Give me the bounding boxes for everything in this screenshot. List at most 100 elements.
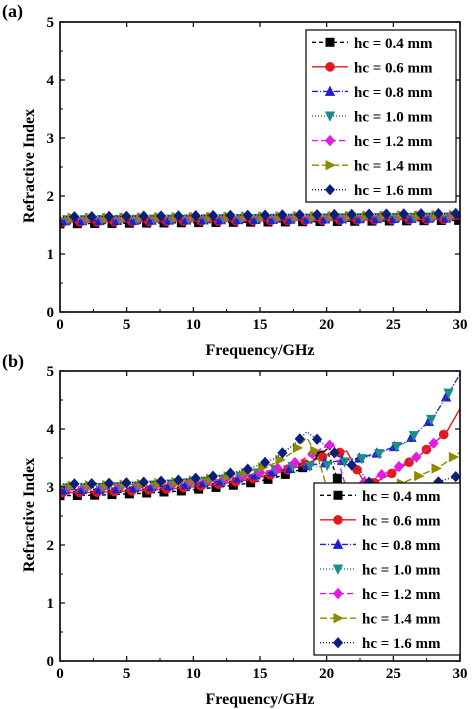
data-point-a-7-20 xyxy=(398,208,409,220)
data-point-a-7-6 xyxy=(155,210,167,222)
data-point-b-7-13 xyxy=(277,447,288,459)
chart-panel-a: (a) Refractive Index Frequency/GHz 0 5 10 1… xyxy=(2,1,468,359)
x-tick-label-b-4: 20 xyxy=(319,666,334,682)
y-tick-label-b-0: 0 xyxy=(47,654,55,670)
y-tick-label-b-5: 5 xyxy=(47,364,55,380)
data-point-b-4-15 xyxy=(304,461,316,472)
x-tick-label-a-5: 25 xyxy=(386,317,401,333)
data-point-a-7-7 xyxy=(173,210,184,222)
data-point-b-7-8 xyxy=(190,472,201,484)
data-point-b-6-13 xyxy=(275,454,286,466)
y-tick-label-b-4: 4 xyxy=(47,422,55,438)
data-point-b-1-17 xyxy=(332,473,342,483)
y-tick-label-a-0: 0 xyxy=(47,305,55,321)
y-axis-label-b: Refractive Index xyxy=(21,458,38,572)
data-point-b-7-12 xyxy=(259,456,271,469)
legend-label-a-7: hc = 1.6 mm xyxy=(354,183,433,199)
data-point-b-7-17 xyxy=(346,459,357,471)
data-point-a-7-18 xyxy=(363,208,375,220)
legend-swatch-marker-b-1 xyxy=(333,490,343,500)
panel-label-a: (a) xyxy=(2,1,23,22)
data-point-a-7-3 xyxy=(103,210,115,223)
x-tick-label-a-1: 5 xyxy=(123,317,131,333)
data-point-b-4-23 xyxy=(443,388,454,400)
data-point-a-7-22 xyxy=(433,207,444,220)
legend-b: hc = 0.4 mm hc = 0.6 mm hc = 0.8 mm hc = 1.… xyxy=(313,482,461,656)
data-point-b-7-3 xyxy=(103,477,115,489)
x-tick-label-b-1: 5 xyxy=(123,666,131,682)
legend-label-a-2: hc = 0.6 mm xyxy=(354,60,433,76)
x-tick-label-b-3: 15 xyxy=(253,666,268,682)
x-tick-label-a-6: 30 xyxy=(453,317,468,333)
legend-swatch-marker-a-4 xyxy=(324,111,336,122)
legend-label-a-4: hc = 1.0 mm xyxy=(354,110,433,126)
x-tick-label-b-2: 10 xyxy=(186,666,201,682)
y-tick-label-a-4: 4 xyxy=(47,73,55,89)
data-point-b-6-22 xyxy=(431,463,442,474)
legend-label-a-6: hc = 1.4 mm xyxy=(354,159,433,175)
data-point-b-6-21 xyxy=(414,470,425,482)
legend-label-b-6: hc = 1.4 mm xyxy=(362,612,441,628)
data-point-b-7-1 xyxy=(69,478,80,490)
data-point-b-7-23 xyxy=(450,470,460,483)
legend-swatch-marker-b-3 xyxy=(332,538,344,549)
x-tick-label-b-5: 25 xyxy=(386,666,401,682)
legend-swatch-marker-b-6 xyxy=(333,612,344,624)
legend-label-b-7: hc = 1.6 mm xyxy=(362,636,441,652)
legend-label-b-1: hc = 0.4 mm xyxy=(362,489,441,505)
data-point-b-7-11 xyxy=(242,463,253,475)
legend-label-b-2: hc = 0.6 mm xyxy=(362,513,441,529)
x-tick-label-a-2: 10 xyxy=(186,317,201,333)
legend-swatch-marker-a-3 xyxy=(324,85,336,96)
legend-swatch-marker-a-1 xyxy=(325,37,335,47)
data-point-a-7-10 xyxy=(225,209,236,222)
data-point-a-7-4 xyxy=(121,210,132,222)
data-point-b-7-5 xyxy=(138,476,149,488)
legend-label-b-3: hc = 0.8 mm xyxy=(362,538,441,554)
data-point-b-7-14 xyxy=(294,433,305,445)
legend-label-a-5: hc = 1.2 mm xyxy=(354,134,433,150)
data-point-b-5-21 xyxy=(411,451,422,463)
data-point-a-7-1 xyxy=(69,211,80,223)
x-tick-label-b-0: 0 xyxy=(56,666,64,682)
x-tick-label-b-6: 30 xyxy=(453,666,468,682)
data-point-b-7-4 xyxy=(121,477,132,489)
legend-swatch-marker-b-5 xyxy=(332,587,344,600)
data-point-a-7-16 xyxy=(329,208,340,221)
y-tick-label-b-1: 1 xyxy=(47,596,55,612)
data-point-b-5-22 xyxy=(428,437,439,449)
x-axis-label-b: Frequency/GHz xyxy=(205,691,314,708)
data-point-b-4-20 xyxy=(391,442,402,453)
y-tick-label-b-3: 3 xyxy=(47,480,55,496)
data-point-b-7-6 xyxy=(155,475,167,487)
data-point-b-7-15 xyxy=(311,433,323,445)
data-point-a-7-12 xyxy=(259,209,271,221)
legend-swatch-marker-a-6 xyxy=(325,159,336,171)
plot-area-a: 0 5 10 15 20 25 30 0 1 2 3 4 5 xyxy=(47,15,468,333)
data-point-a-7-15 xyxy=(311,208,323,221)
chart-panel-b: (b) Refractive Index Frequency/GHz 0 5 10 1… xyxy=(2,351,468,708)
data-point-a-7-11 xyxy=(242,209,253,221)
data-point-a-7-13 xyxy=(277,209,288,221)
legend-a: hc = 0.4 mm hc = 0.6 mm hc = 0.8 mm hc = 1.… xyxy=(305,29,457,203)
legend-label-a-3: hc = 0.8 mm xyxy=(354,85,433,101)
x-tick-label-a-0: 0 xyxy=(56,317,64,333)
legend-label-b-4: hc = 1.0 mm xyxy=(362,563,441,579)
data-point-a-7-19 xyxy=(381,208,392,220)
legend-swatch-marker-b-4 xyxy=(332,564,344,575)
data-point-a-7-5 xyxy=(138,210,149,222)
data-point-b-7-7 xyxy=(173,474,184,486)
panel-label-b: (b) xyxy=(2,351,24,372)
legend-swatch-marker-a-7 xyxy=(324,184,336,196)
legend-swatch-marker-b-7 xyxy=(332,637,344,649)
data-point-b-6-23 xyxy=(448,451,460,463)
legend-swatch-marker-a-5 xyxy=(324,134,336,147)
legend-label-a-1: hc = 0.4 mm xyxy=(354,36,433,52)
legend-label-b-5: hc = 1.2 mm xyxy=(362,587,441,603)
data-point-b-5-14 xyxy=(289,456,301,469)
y-axis-label-a: Refractive Index xyxy=(21,109,38,223)
y-tick-label-a-5: 5 xyxy=(47,15,55,31)
data-point-a-7-2 xyxy=(86,210,97,223)
legend-swatch-marker-a-2 xyxy=(325,62,335,72)
